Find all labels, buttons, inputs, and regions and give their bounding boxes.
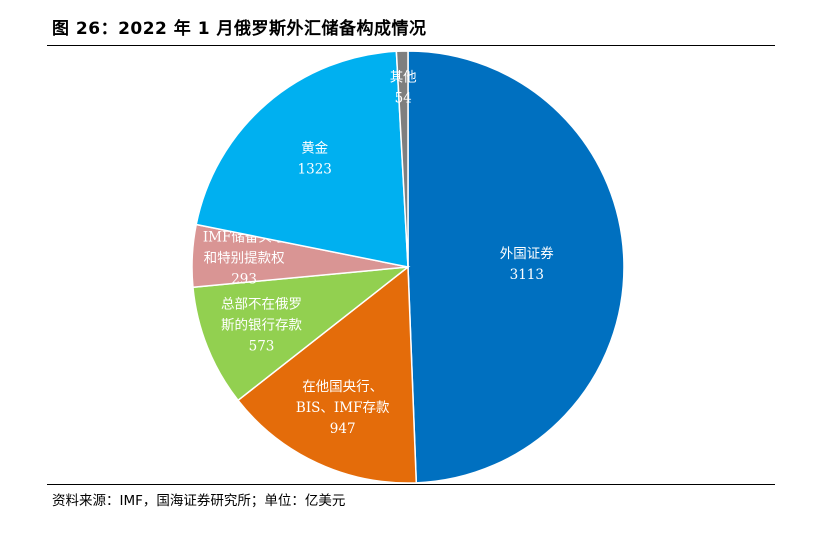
slice-label-0: 外国证券 3113 bbox=[500, 246, 554, 283]
slice-label-2: 总部不在俄罗斯的银行存款 573 bbox=[221, 296, 302, 354]
slice-label-3: IMF储备头寸和特别提款权 293 bbox=[203, 229, 286, 288]
slice-value-4: 1323 bbox=[298, 162, 332, 178]
slice-value-2: 573 bbox=[249, 338, 275, 354]
slice-label-5: 其他 54 bbox=[390, 69, 417, 106]
source-divider bbox=[47, 484, 775, 485]
slice-name-5: 其他 bbox=[390, 69, 417, 85]
slice-label-4: 黄金 1323 bbox=[298, 141, 332, 178]
slice-name-0: 外国证券 bbox=[500, 246, 554, 262]
slice-name-1: BIS、IMF存款 bbox=[296, 400, 390, 416]
source-note: 资料来源：IMF，国海证券研究所；单位：亿美元 bbox=[52, 493, 346, 509]
slice-value-5: 54 bbox=[395, 90, 412, 106]
pie-slice-5 bbox=[395, 50, 409, 268]
slice-name-4: 黄金 bbox=[301, 141, 328, 157]
slice-name-1: 在他国央行、 bbox=[302, 379, 383, 395]
pie-slice-4 bbox=[195, 50, 409, 268]
pie-slice-2 bbox=[192, 266, 411, 402]
title-divider bbox=[47, 45, 775, 46]
slice-name-3: 和特别提款权 bbox=[204, 250, 285, 267]
pie-slice-1 bbox=[236, 265, 418, 484]
pie-slice-0 bbox=[407, 50, 625, 484]
slice-value-1: 947 bbox=[330, 421, 356, 437]
slice-name-2: 斯的银行存款 bbox=[221, 317, 302, 333]
slice-label-1: 在他国央行、 BIS、IMF存款 947 bbox=[296, 379, 390, 437]
slice-value-3: 293 bbox=[231, 272, 257, 288]
chart-title: 图 26：2022 年 1 月俄罗斯外汇储备构成情况 bbox=[52, 19, 427, 39]
slice-value-0: 3113 bbox=[510, 267, 544, 283]
slice-name-2: 总部不在俄罗 bbox=[221, 296, 302, 312]
